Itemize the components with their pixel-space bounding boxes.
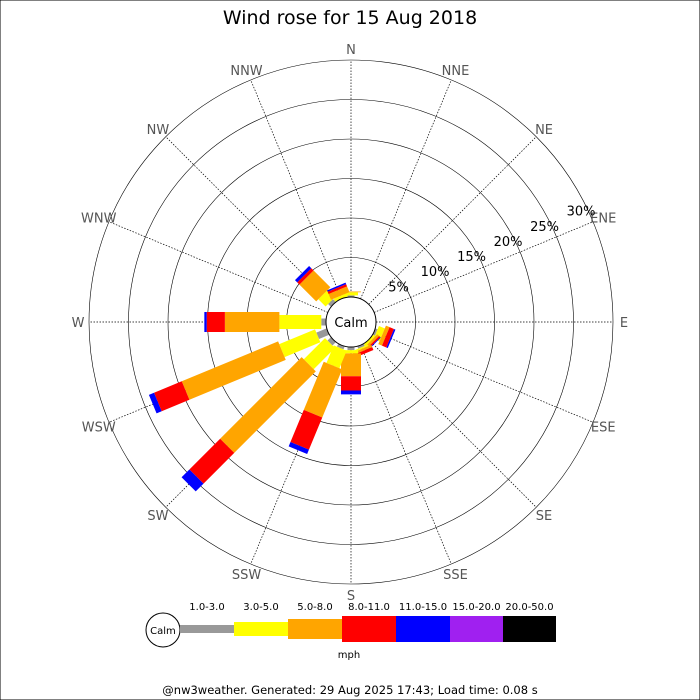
bar-ssw-11.0-15.0 bbox=[288, 441, 309, 455]
radial-tick-5: 5% bbox=[388, 280, 409, 295]
direction-labels: N NNE NE ENE E ESE SE SSE S SSW SW WSW W WNW NW NNW bbox=[72, 43, 629, 604]
bar-wsw-1.0-3.0 bbox=[316, 328, 330, 340]
bar-sse-5.0-8.0 bbox=[352, 344, 373, 355]
radial-tick-15: 15% bbox=[457, 250, 486, 265]
bar-ese-11.0-15.0 bbox=[386, 328, 396, 349]
legend-swatch-20.0-50.0 bbox=[503, 616, 556, 642]
bar-wsw-8.0-11.0 bbox=[154, 381, 190, 412]
direction-label-ssw: SSW bbox=[232, 568, 262, 583]
legend-label-8.0-11.0: 8.0-11.0 bbox=[348, 602, 390, 613]
radial-tick-labels: 5% 10% 15% 20% 25% 30% bbox=[388, 205, 595, 296]
direction-label-w: W bbox=[72, 316, 85, 331]
spoke-wnw bbox=[108, 221, 329, 313]
bar-nnw-8.0-11.0 bbox=[327, 284, 348, 294]
direction-label-sse: SSE bbox=[443, 568, 468, 583]
bar-ese-8.0-11.0 bbox=[381, 327, 394, 348]
grid-circle-20 bbox=[167, 138, 535, 506]
legend-label-5.0-8.0: 5.0-8.0 bbox=[297, 602, 332, 613]
spoke-sse bbox=[360, 344, 452, 565]
bar-nnw-11.0-15.0 bbox=[327, 282, 347, 292]
grid-circle-30 bbox=[88, 59, 614, 585]
grid-circle-25 bbox=[128, 99, 574, 545]
bar-sw-5.0-8.0 bbox=[220, 357, 316, 453]
spoke-ne bbox=[368, 136, 537, 305]
spoke-nne bbox=[360, 79, 452, 300]
bar-se-5.0-8.0 bbox=[363, 334, 380, 351]
bar-nw-3.0-5.0 bbox=[318, 289, 336, 307]
bar-wsw-3.0-5.0 bbox=[279, 329, 321, 358]
bar-nnw-3.0-5.0 bbox=[333, 293, 348, 302]
direction-label-e: E bbox=[620, 316, 628, 331]
bar-wsw-11.0-15.0 bbox=[148, 392, 162, 414]
legend-swatch-1.0-3.0 bbox=[180, 625, 234, 633]
legend-unit-label: mph bbox=[338, 650, 360, 661]
spoke-ene bbox=[373, 221, 594, 313]
legend: Calm mph 1.0-3.0 3.0-5.0 5.0-8.0 8.0-11.0 11… bbox=[145, 602, 556, 661]
bar-sw-11.0-15.0 bbox=[181, 469, 204, 492]
bar-nw-1.0-3.0 bbox=[328, 299, 336, 307]
bar-sw-1.0-3.0 bbox=[327, 337, 336, 346]
calm-label: Calm bbox=[334, 316, 367, 331]
bar-sse-3.0-5.0 bbox=[355, 344, 369, 352]
bar-ese-3.0-5.0 bbox=[373, 326, 385, 342]
direction-label-s: S bbox=[347, 589, 355, 604]
direction-label-ne: NE bbox=[535, 123, 553, 138]
direction-label-se: SE bbox=[536, 509, 552, 524]
bar-se-11.0-15.0 bbox=[366, 337, 381, 352]
bar-sw-8.0-11.0 bbox=[189, 438, 235, 484]
bar-ssw-5.0-8.0 bbox=[303, 361, 343, 418]
legend-label-11.0-15.0: 11.0-15.0 bbox=[399, 602, 447, 613]
legend-swatch-8.0-11.0 bbox=[342, 616, 396, 642]
legend-swatch-11.0-15.0 bbox=[396, 616, 450, 642]
bar-nw-8.0-11.0 bbox=[297, 268, 314, 285]
direction-label-nne: NNE bbox=[442, 64, 470, 79]
legend-label-15.0-20.0: 15.0-20.0 bbox=[452, 602, 500, 613]
bar-wsw-5.0-8.0 bbox=[181, 341, 286, 400]
calm-circle bbox=[325, 296, 377, 348]
wind-rose-bars bbox=[148, 265, 396, 492]
bar-nw-5.0-8.0 bbox=[299, 270, 331, 302]
direction-label-nw: NW bbox=[147, 123, 170, 138]
legend-label-3.0-5.0: 3.0-5.0 bbox=[243, 602, 278, 613]
bar-ssw-3.0-5.0 bbox=[326, 345, 347, 369]
radial-tick-25: 25% bbox=[530, 220, 559, 235]
legend-swatch-3.0-5.0 bbox=[234, 622, 288, 636]
direction-label-wsw: WSW bbox=[82, 420, 116, 435]
bar-ssw-1.0-3.0 bbox=[336, 343, 345, 350]
spoke-ese bbox=[373, 331, 594, 423]
chart-title: Wind rose for 15 Aug 2018 bbox=[223, 7, 477, 29]
bar-se-8.0-11.0 bbox=[364, 335, 381, 352]
legend-swatch-15.0-20.0 bbox=[450, 616, 503, 642]
radial-tick-20: 20% bbox=[494, 235, 523, 250]
spoke-se bbox=[368, 339, 537, 508]
direction-label-nnw: NNW bbox=[230, 64, 262, 79]
legend-label-1.0-3.0: 1.0-3.0 bbox=[189, 602, 224, 613]
bar-nw-11.0-15.0 bbox=[294, 265, 312, 283]
bar-nnw-5.0-8.0 bbox=[328, 286, 350, 300]
direction-label-wnw: WNW bbox=[81, 212, 117, 227]
bar-ssw-8.0-11.0 bbox=[290, 409, 323, 450]
radial-tick-10: 10% bbox=[421, 265, 450, 280]
legend-label-20.0-50.0: 20.0-50.0 bbox=[505, 602, 553, 613]
legend-swatch-5.0-8.0 bbox=[288, 619, 342, 639]
direction-label-ene: ENE bbox=[590, 212, 616, 227]
footer-text: @nw3weather. Generated: 29 Aug 2025 17:4… bbox=[162, 683, 537, 697]
direction-label-ese: ESE bbox=[591, 420, 616, 435]
bar-sse-8.0-11.0 bbox=[353, 347, 374, 358]
legend-calm-label: Calm bbox=[150, 626, 176, 637]
direction-label-sw: SW bbox=[147, 509, 168, 524]
spoke-nnw bbox=[250, 79, 342, 300]
direction-label-n: N bbox=[346, 43, 356, 58]
radial-tick-30: 30% bbox=[567, 205, 596, 220]
bar-ese-5.0-8.0 bbox=[378, 325, 390, 346]
bar-sw-3.0-5.0 bbox=[303, 338, 335, 370]
